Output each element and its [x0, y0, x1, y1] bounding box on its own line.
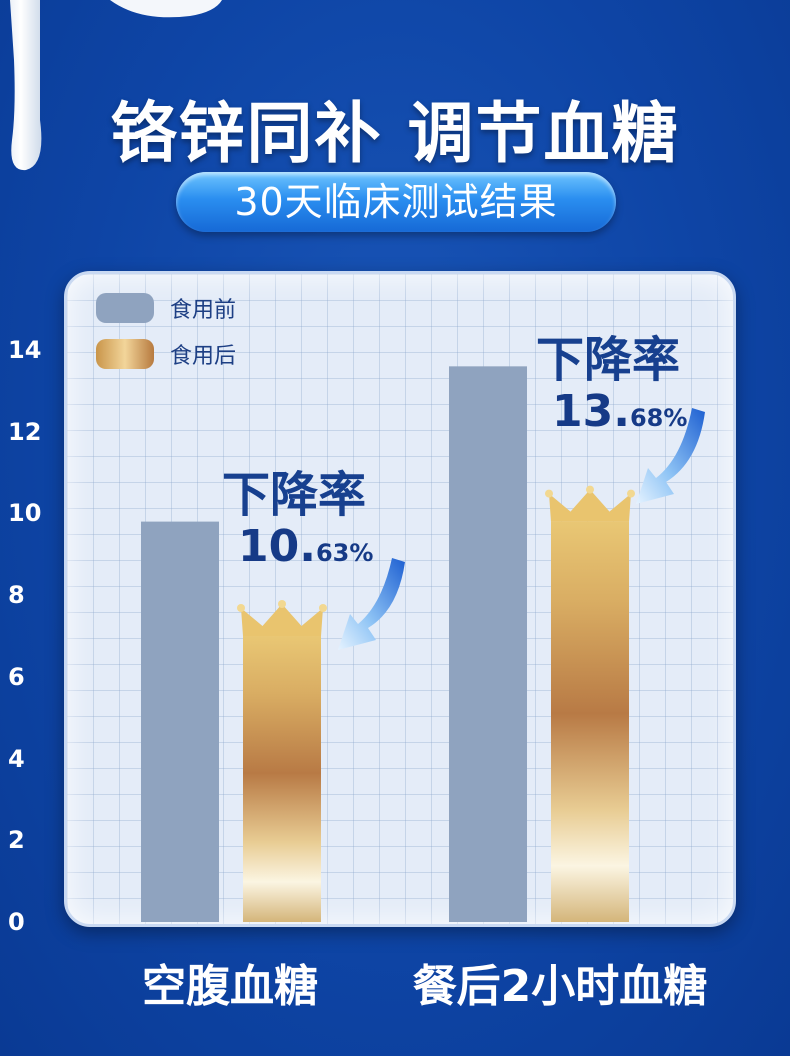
milk-drip-decoration — [0, 0, 222, 171]
callout-fasting-value-int: 10. — [238, 521, 316, 572]
crown-jewel — [586, 485, 594, 494]
legend-item-before: 食用前 — [96, 292, 236, 324]
category-label-fasting: 空腹血糖 — [142, 961, 318, 1012]
legend-item-after: 食用后 — [96, 338, 236, 370]
callout-fasting: 下降率 10.63% — [222, 455, 373, 572]
y-tick-label: 10 — [8, 499, 42, 528]
page-title: 铬锌同补 调节血糖 — [110, 95, 680, 172]
bar-after — [551, 521, 629, 922]
category-label-postmeal: 餐后2小时血糖 — [412, 961, 708, 1012]
legend-swatch-before — [96, 293, 154, 323]
y-tick-label: 6 — [8, 662, 25, 691]
y-tick-label: 14 — [8, 336, 42, 364]
callout-postmeal-heading: 下降率 — [536, 332, 681, 388]
callout-fasting-value-dec: 63% — [315, 539, 374, 567]
callout-fasting-heading: 下降率 — [222, 467, 367, 523]
y-tick-label: 0 — [8, 908, 25, 936]
subtitle-badge: 30天临床测试结果 — [176, 172, 616, 232]
down-arrow-icon — [636, 408, 705, 504]
legend-label-before: 食用前 — [170, 298, 237, 323]
y-tick-label: 8 — [8, 581, 25, 610]
crown-jewel — [545, 489, 553, 498]
bar-before — [449, 366, 527, 922]
legend-label-after: 食用后 — [170, 344, 237, 369]
legend-swatch-after — [96, 339, 154, 369]
y-tick-label: 2 — [8, 826, 25, 855]
crown-jewel — [319, 604, 327, 612]
crown-icon — [241, 604, 323, 636]
callout-postmeal-value-int: 13. — [552, 386, 630, 437]
bar-before — [141, 521, 219, 922]
y-tick-label: 4 — [8, 744, 25, 773]
y-tick-label: 12 — [8, 417, 42, 446]
crown-icon — [549, 489, 631, 522]
crown-jewel — [627, 489, 635, 498]
crown-jewel — [237, 604, 245, 612]
callout-postmeal-value-dec: 68% — [629, 404, 688, 432]
down-arrow-icon — [338, 558, 405, 650]
crown-jewel — [278, 600, 286, 608]
bar-after — [243, 636, 321, 922]
callout-postmeal: 下降率 13.68% — [536, 320, 687, 437]
